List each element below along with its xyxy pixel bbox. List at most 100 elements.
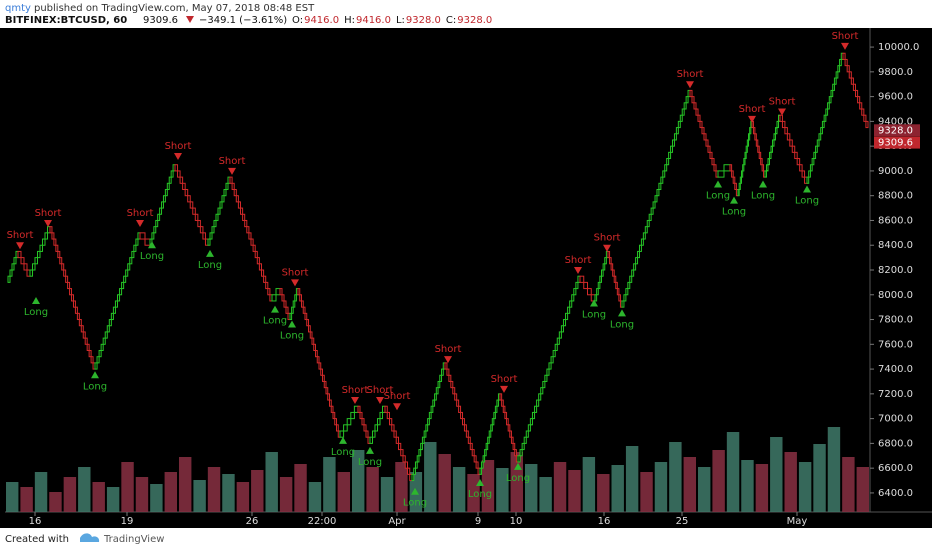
renko-brick [506, 418, 509, 426]
renko-brick [213, 219, 217, 228]
volume-bar [467, 474, 480, 512]
renko-brick [372, 430, 376, 438]
renko-brick [808, 170, 811, 178]
y-tick-label: 7200.0 [878, 389, 913, 400]
volume-bar [726, 432, 740, 512]
renko-brick [446, 368, 450, 376]
renko-brick [640, 238, 644, 246]
renko-brick [801, 170, 806, 178]
renko-brick [631, 269, 635, 277]
renko-brick [32, 263, 36, 271]
renko-brick [660, 176, 664, 184]
renko-brick [558, 331, 562, 339]
renko-brick [789, 139, 793, 147]
renko-brick [707, 145, 711, 153]
renko-brick [334, 418, 337, 426]
renko-brick [744, 151, 747, 160]
price-label: 9309.6 [878, 138, 913, 149]
renko-brick [779, 114, 783, 122]
renko-brick [475, 461, 479, 469]
y-tick-label: 6400.0 [878, 488, 913, 499]
renko-brick [583, 281, 588, 290]
renko-brick [594, 294, 598, 302]
signal-label: Short [384, 391, 411, 402]
renko-brick [423, 430, 427, 438]
signal-label: Long [582, 309, 606, 320]
signal-label: Long [24, 307, 48, 318]
renko-brick [23, 263, 28, 271]
renko-brick [256, 257, 260, 265]
volume-bar [34, 472, 48, 512]
volume-bar [654, 462, 668, 512]
renko-brick [414, 461, 418, 469]
renko-brick [153, 226, 157, 234]
renko-brick [84, 337, 88, 345]
renko-brick [806, 176, 810, 184]
renko-brick [604, 257, 607, 265]
volume-bar [164, 472, 177, 512]
renko-brick [769, 151, 772, 160]
renko-brick [731, 170, 734, 178]
renko-brick [757, 145, 760, 153]
signal-marker [514, 462, 522, 470]
renko-brick [320, 368, 323, 376]
renko-brick [229, 176, 233, 184]
x-tick-label: May [787, 516, 808, 527]
renko-brick [395, 436, 399, 444]
renko-brick [279, 288, 283, 296]
renko-brick [252, 244, 256, 252]
renko-brick [618, 294, 621, 302]
renko-brick [448, 374, 452, 382]
renko-brick [705, 139, 709, 147]
renko-brick [125, 269, 129, 277]
renko-brick [683, 102, 687, 110]
renko-brick [662, 170, 666, 178]
published: published on TradingView.com, May 07, 20… [34, 3, 315, 14]
volume-bar [525, 464, 538, 512]
renko-brick [207, 238, 211, 246]
renko-brick [291, 306, 294, 314]
renko-brick [318, 362, 322, 370]
renko-brick [209, 232, 213, 240]
price-label: 9328.0 [878, 125, 913, 136]
renko-brick [761, 164, 765, 172]
renko-brick [816, 139, 820, 147]
renko-brick [473, 455, 477, 463]
renko-brick [159, 207, 163, 215]
renko-brick [261, 269, 265, 277]
volume-bar [150, 484, 163, 512]
renko-brick [791, 145, 796, 153]
ohlc-key: H: [344, 15, 355, 26]
renko-brick [329, 399, 332, 407]
renko-brick [144, 238, 151, 246]
renko-brick [863, 114, 867, 122]
renko-brick [187, 195, 191, 203]
renko-brick [590, 294, 596, 302]
signal-label: Short [435, 344, 462, 355]
volume-bar [279, 477, 293, 512]
renko-brick [737, 188, 740, 197]
renko-brick [170, 170, 174, 178]
volume-bar [6, 482, 19, 512]
renko-brick [512, 442, 516, 451]
author[interactable]: qmty [5, 3, 31, 14]
renko-brick [542, 380, 546, 389]
x-tick-label: 10 [510, 516, 523, 527]
renko-brick [202, 232, 206, 240]
renko-brick [846, 65, 850, 73]
volume-bar [222, 474, 235, 512]
renko-brick [754, 133, 757, 141]
volume-bar [438, 454, 451, 512]
renko-brick [654, 195, 658, 203]
renko-brick [613, 275, 617, 283]
renko-brick [748, 133, 751, 141]
signal-label: Short [342, 385, 369, 396]
renko-brick [323, 380, 327, 389]
renko-brick [194, 213, 199, 221]
renko-brick [675, 127, 679, 135]
renko-brick [121, 281, 125, 290]
brand[interactable]: TradingView [103, 534, 164, 545]
y-tick-label: 9400.0 [878, 116, 913, 127]
renko-brick [709, 151, 713, 160]
